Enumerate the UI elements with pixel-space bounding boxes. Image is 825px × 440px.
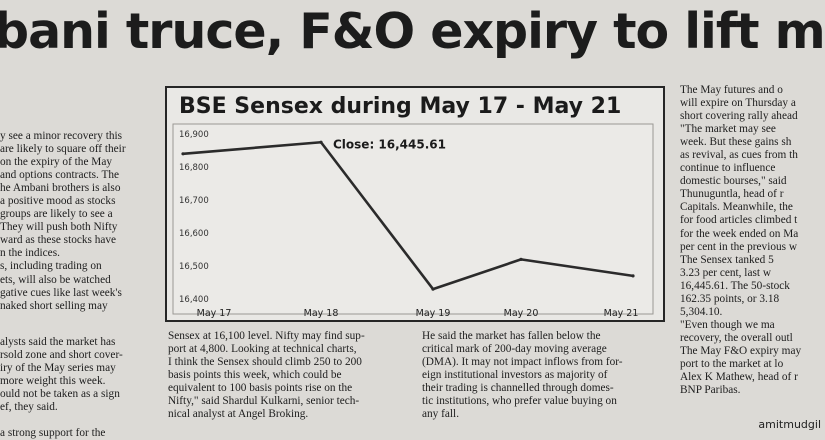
text-line: ets, will also be watched [0,273,111,286]
text-line: The Sensex tanked 5 [680,253,774,266]
x-tick-label: May 20 [504,308,539,319]
text-line: on the expiry of the May [0,156,112,169]
chart-plot: 16,400 16,500 16,600 16,700 16,800 16,900 May … [172,123,654,319]
data-point [319,140,323,144]
y-tick-label: 16,900 [179,130,209,140]
article-column-right: The May futures and o will expire on Thur… [680,84,825,397]
text-line: "The market may see [680,123,776,136]
y-tick-label: 16,800 [179,163,209,173]
close-annotation: Close: 16,445.61 [333,137,446,151]
text-line: their trading is channelled through dome… [422,382,614,395]
text-line: rsold zone and short cover- [0,349,123,362]
y-tick-label: 16,600 [179,229,209,239]
text-line: The May futures and o [680,84,783,96]
text-line: naked short selling may [0,299,108,312]
text-line: y see a minor recovery this [0,130,123,142]
text-line: alysts said the market has [0,336,116,348]
text-line: Nifty," said Shardul Kulkarni, senior te… [168,395,360,408]
text-line: he Ambani brothers is also [0,182,121,195]
text-line: for the week ended on Ma [680,227,799,240]
text-line: are likely to square off their [0,143,126,156]
x-tick-label: May 17 [197,308,232,319]
text-line: nical analyst at Angel Broking. [168,408,309,421]
text-line: 5,304.10. [680,305,723,318]
data-point [181,152,185,156]
text-line: groups are likely to see a [0,208,113,221]
text-line: Sensex at 16,100 level. Nifty may find s… [168,330,365,342]
text-line: 16,445.61. The 50-stock [680,279,790,292]
text-line: ef, they said. [0,401,58,414]
text-line: eign institutional investors as majority… [422,369,608,382]
article-column-left-bottom: alysts said the market has rsold zone and… [0,336,152,440]
text-line: critical mark of 200-day moving average [422,343,607,356]
text-line: iry of the May series may [0,362,116,375]
y-tick-label: 16,500 [179,262,209,272]
article-column-middle-1: Sensex at 16,100 level. Nifty may find s… [168,330,406,421]
text-line: He said the market has fallen below the [422,330,601,342]
text-line: port at 4,800. Looking at technical char… [168,343,357,356]
text-line: domestic bourses," said [680,175,787,188]
text-line: Capitals. Meanwhile, the [680,201,793,214]
text-line: 3.23 per cent, last w [680,266,771,279]
text-line: equivalent to 100 basis points rise on t… [168,382,353,395]
text-line: Alex K Mathew, head of r [680,371,798,384]
text-line: per cent in the previous w [680,240,798,253]
text-line: "Even though we ma [680,318,775,331]
text-line: more weight this week. [0,375,106,388]
text-line: (DMA). It may not impact inflows from fo… [422,356,623,369]
text-line: ward as these stocks have [0,234,117,247]
text-line: port to the market at lo [680,357,784,370]
data-point [431,287,435,291]
text-line: a strong support for the [0,427,106,440]
headline: bani truce, F&O expiry to lift market mo [0,3,825,60]
text-line: as revival, as cues from th [680,149,798,162]
data-point [631,274,635,278]
text-line: The May F&O expiry may [680,344,802,357]
text-line: tic institutions, who prefer value buyin… [422,395,617,408]
text-line: for food articles climbed t [680,214,798,227]
data-point [519,257,523,261]
y-tick-label: 16,700 [179,196,209,206]
text-line: They will push both Nifty [0,221,118,234]
text-line: 162.35 points, or 3.18 [680,292,780,305]
y-tick-label: 16,400 [179,295,209,305]
text-line: n the indices. [0,247,60,260]
photo-credit: amitmudgil [758,418,821,431]
text-line: will expire on Thursday a [680,97,796,110]
chart-title: BSE Sensex during May 17 - May 21 [179,94,622,119]
text-line: BNP Paribas. [680,384,741,397]
sensex-chart: BSE Sensex during May 17 - May 21 16,400… [165,86,665,322]
text-line: and options contracts. The [0,169,120,182]
x-tick-label: May 18 [304,308,339,319]
text-line: short covering rally ahead [680,110,798,123]
text-line: week. But these gains sh [680,136,792,149]
text-line: I think the Sensex should climb 250 to 2… [168,356,362,369]
text-line [0,414,152,427]
text-line: gative cues like last week's [0,286,122,299]
text-line: s, including trading on [0,260,102,273]
text-line: a positive mood as stocks [0,195,116,208]
article-column-middle-2: He said the market has fallen below the c… [422,330,662,421]
x-tick-label: May 21 [604,308,639,319]
text-line: basis points this week, which could be [168,369,342,382]
plot-area [172,123,654,315]
article-column-left-top: y see a minor recovery this are likely to… [0,130,152,313]
text-line: recovery, the overall outl [680,331,793,344]
text-line: continue to influence [680,162,776,175]
text-line: Thunuguntla, head of r [680,188,784,201]
x-tick-label: May 19 [416,308,451,319]
text-line: ould not be taken as a sign [0,388,120,401]
text-line: any fall. [422,408,460,421]
